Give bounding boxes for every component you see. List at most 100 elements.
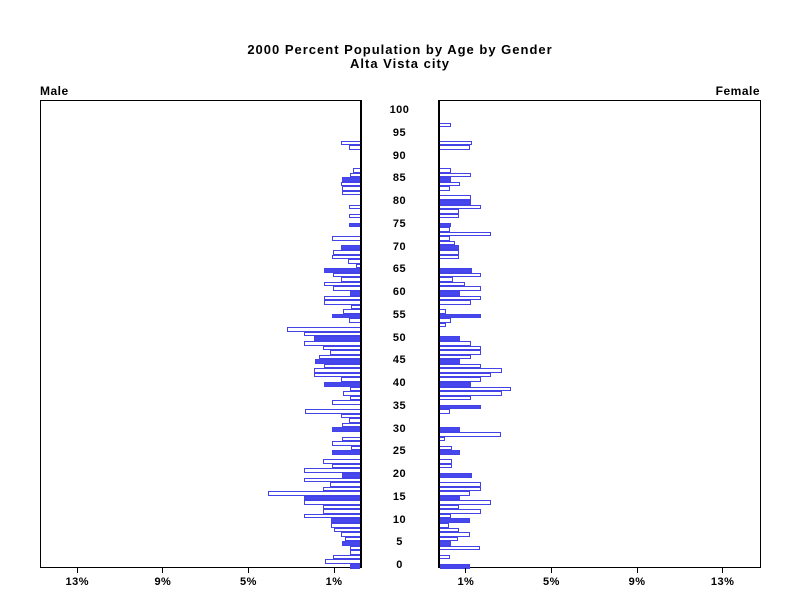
male-bar-age-47 <box>330 350 360 355</box>
female-bar-age-25 <box>440 450 461 455</box>
male-bar-age-3 <box>350 550 360 555</box>
age-tick-label-25: 25 <box>392 445 407 458</box>
male-bar-age-70 <box>340 245 360 251</box>
female-bar-age-30 <box>440 427 461 433</box>
chart-title: 2000 Percent Population by Age by Gender <box>247 42 553 57</box>
female-axis-tick-label-1: 1% <box>457 576 475 588</box>
female-bar-age-75 <box>440 222 451 228</box>
female-bar-age-84 <box>440 181 461 187</box>
female-bar-age-54 <box>440 318 451 323</box>
female-bar-age-61 <box>440 286 481 291</box>
male-bar-age-72 <box>332 236 360 241</box>
female-bar-age-56 <box>440 309 447 314</box>
male-bar-age-65 <box>323 268 360 273</box>
female-bar-age-20 <box>440 472 473 478</box>
male-bar-age-11 <box>304 513 360 519</box>
female-bars-panel <box>438 100 761 569</box>
male-bar-age-92 <box>349 145 360 150</box>
male-bar-age-5 <box>341 541 360 546</box>
male-bar-age-14 <box>304 500 360 505</box>
female-bar-age-18 <box>440 482 481 487</box>
male-bar-age-34 <box>305 409 360 414</box>
male-bar-age-10 <box>331 518 360 524</box>
male-bar-age-28 <box>341 436 360 442</box>
male-bar-age-18 <box>330 482 360 487</box>
male-bar-age-37 <box>350 395 360 401</box>
male-bar-age-41 <box>340 377 360 382</box>
male-bar-age-48 <box>322 345 360 351</box>
male-bar-age-25 <box>332 450 360 455</box>
male-bar-age-1 <box>324 559 360 564</box>
age-tick-label-20: 20 <box>392 468 407 481</box>
male-bar-age-6 <box>345 536 360 542</box>
female-bar-age-48 <box>440 345 481 351</box>
male-bar-age-30 <box>332 427 360 433</box>
age-tick-label-90: 90 <box>392 149 407 162</box>
female-bar-age-15 <box>440 495 461 501</box>
male-bar-age-67 <box>348 259 360 264</box>
female-bar-age-74 <box>440 227 450 232</box>
female-bar-age-50 <box>440 336 461 342</box>
male-bar-age-87 <box>352 168 360 173</box>
male-bar-age-32 <box>349 418 360 423</box>
female-bar-age-17 <box>440 486 481 492</box>
male-axis-tick-label-5: 5% <box>240 576 257 588</box>
female-bar-age-87 <box>440 168 451 173</box>
age-tick-label-95: 95 <box>392 126 407 139</box>
female-axis-tick-label-13: 13% <box>710 576 735 588</box>
male-bar-age-33 <box>340 413 360 419</box>
female-bar-age-35 <box>440 404 481 410</box>
female-bar-age-63 <box>440 277 453 282</box>
male-bar-age-36 <box>332 400 360 405</box>
male-bar-age-12 <box>322 509 360 514</box>
male-bar-age-26 <box>351 445 360 451</box>
male-panel-header: Male <box>40 84 69 98</box>
female-axis-tick-1 <box>465 568 467 573</box>
age-tick-label-50: 50 <box>392 331 407 344</box>
male-axis-tick-9 <box>162 568 164 573</box>
female-bar-age-4 <box>440 545 480 551</box>
female-bar-age-49 <box>440 341 472 346</box>
female-bar-age-29 <box>440 432 501 437</box>
male-bar-age-31 <box>341 422 360 428</box>
male-bar-age-40 <box>323 381 360 387</box>
female-bar-age-40 <box>440 381 472 387</box>
male-axis-tick-label-9: 9% <box>154 576 172 588</box>
male-bar-age-63 <box>340 277 360 282</box>
female-bar-age-93 <box>440 140 473 146</box>
female-bar-age-9 <box>440 523 449 528</box>
male-bar-age-56 <box>342 309 360 314</box>
female-bar-age-47 <box>440 350 481 355</box>
male-bar-age-22 <box>332 463 360 469</box>
male-bar-age-57 <box>351 304 360 310</box>
female-bar-age-6 <box>440 536 459 542</box>
male-bar-age-59 <box>323 295 360 301</box>
female-bar-age-65 <box>440 268 473 273</box>
male-bar-age-69 <box>333 250 360 255</box>
female-panel-header: Female <box>715 84 760 98</box>
female-bar-age-11 <box>440 513 451 519</box>
female-bar-age-64 <box>440 272 481 278</box>
female-axis-tick-5 <box>551 568 552 573</box>
male-bar-age-86 <box>350 172 360 178</box>
female-bar-age-34 <box>440 409 450 414</box>
age-tick-label-5: 5 <box>396 536 403 549</box>
male-bar-age-23 <box>322 459 360 464</box>
male-bar-age-0 <box>350 563 360 569</box>
age-tick-label-10: 10 <box>392 513 407 526</box>
female-bar-age-73 <box>440 231 492 237</box>
male-bar-age-82 <box>341 190 360 196</box>
male-bar-age-49 <box>304 341 360 346</box>
male-bar-age-85 <box>341 177 360 182</box>
female-bar-age-37 <box>440 395 472 401</box>
female-bar-age-80 <box>440 199 472 205</box>
age-tick-label-85: 85 <box>392 172 407 185</box>
female-bar-age-46 <box>440 354 472 360</box>
female-bar-age-62 <box>440 281 465 287</box>
chart-subtitle: Alta Vista city <box>349 56 451 71</box>
age-tick-label-80: 80 <box>392 195 407 208</box>
age-tick-label-45: 45 <box>392 354 407 367</box>
age-tick-label-15: 15 <box>392 490 407 503</box>
female-bar-age-58 <box>440 300 472 305</box>
